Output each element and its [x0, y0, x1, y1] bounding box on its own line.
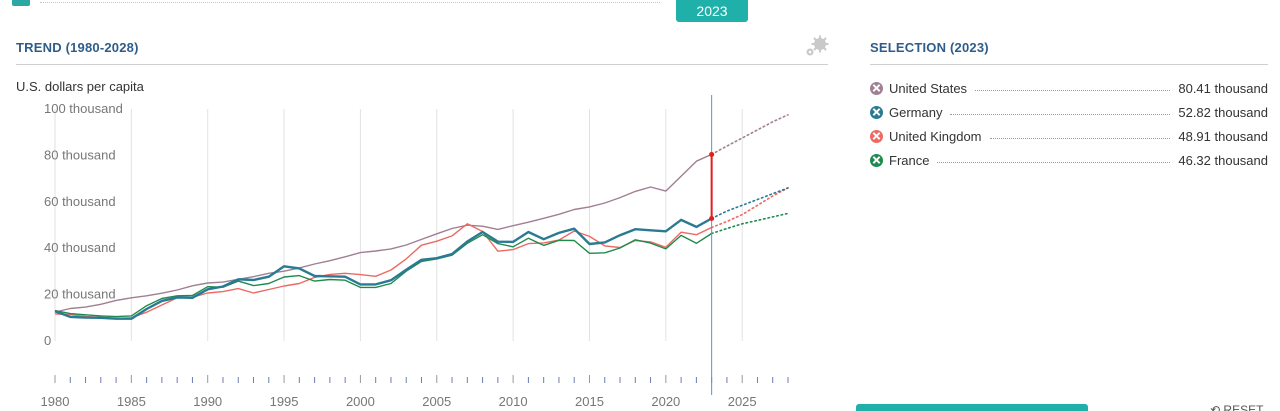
trend-panel-title: TREND (1980-2028) — [16, 40, 139, 55]
series-projection-france — [710, 212, 789, 235]
x-circle-icon[interactable] — [870, 153, 883, 167]
x-tick-label: 1985 — [117, 394, 146, 409]
y-tick-label: 80 thousand — [44, 147, 116, 162]
gear-icon[interactable] — [804, 34, 830, 60]
selection-range-top — [709, 151, 715, 157]
y-tick-label: 20 thousand — [44, 287, 116, 302]
legend-value: 46.32 thousand — [1178, 152, 1268, 168]
reset-label: RESET — [1223, 403, 1264, 411]
x-tick-label: 2000 — [346, 394, 375, 409]
x-tick-label: 2005 — [422, 394, 451, 409]
series-projection-germany — [710, 187, 789, 220]
x-tick-label: 1980 — [41, 394, 70, 409]
y-tick-label: 100 thousand — [44, 101, 123, 116]
selected-year-badge[interactable]: 2023 — [676, 0, 748, 22]
legend-row-france[interactable]: France 46.32 thousand — [870, 150, 1268, 170]
checkbox-icon[interactable] — [12, 0, 30, 6]
selection-range-bottom — [709, 215, 715, 221]
legend-country-name: United Kingdom — [889, 128, 982, 144]
legend-leader-dots — [989, 137, 1171, 139]
bottom-action-button[interactable] — [856, 404, 1088, 411]
reset-button[interactable]: ⟲ RESET — [1210, 403, 1263, 411]
trend-chart[interactable]: 0 20 thousand 40 thousand 60 thousand 80 tho… — [0, 95, 840, 411]
legend-leader-dots — [975, 89, 1171, 91]
legend-country-name: Germany — [889, 104, 943, 120]
legend-value: 48.91 thousand — [1178, 128, 1268, 144]
series-projection-united-kingdom — [710, 187, 789, 229]
y-tick-label: 0 — [44, 333, 51, 348]
series-line-germany[interactable] — [54, 217, 713, 320]
x-circle-icon[interactable] — [870, 129, 883, 143]
top-toolbar-strip — [0, 0, 860, 8]
legend-value: 80.41 thousand — [1178, 80, 1268, 96]
series-projection-united-states — [710, 113, 789, 156]
x-tick-label: 1995 — [270, 394, 299, 409]
series-line-united-kingdom[interactable] — [54, 223, 712, 320]
legend-leader-dots — [937, 161, 1171, 163]
trend-panel-divider — [16, 64, 828, 65]
x-tick-label: 1990 — [193, 394, 222, 409]
x-tick-label: 2015 — [575, 394, 604, 409]
legend-row-united-states[interactable]: United States 80.41 thousand — [870, 78, 1268, 98]
top-dotted-divider — [40, 0, 660, 3]
x-tick-label: 2025 — [728, 394, 757, 409]
legend-leader-dots — [950, 113, 1171, 115]
x-circle-icon[interactable] — [870, 105, 883, 119]
series-line-united-states[interactable] — [54, 153, 712, 313]
legend-value: 52.82 thousand — [1178, 104, 1268, 120]
reset-icon: ⟲ — [1210, 403, 1221, 411]
y-axis-unit-label: U.S. dollars per capita — [16, 79, 144, 94]
legend-row-united-kingdom[interactable]: United Kingdom 48.91 thousand — [870, 126, 1268, 146]
selection-panel-divider — [870, 64, 1268, 65]
x-circle-icon[interactable] — [870, 81, 883, 95]
y-tick-label: 40 thousand — [44, 240, 116, 255]
legend-row-germany[interactable]: Germany 52.82 thousand — [870, 102, 1268, 122]
legend-country-name: France — [889, 152, 930, 168]
y-tick-label: 60 thousand — [44, 194, 116, 209]
x-tick-label: 2020 — [651, 394, 680, 409]
series-line-france[interactable] — [54, 232, 712, 318]
legend-country-name: United States — [889, 80, 968, 96]
selection-panel-title: SELECTION (2023) — [870, 40, 989, 55]
x-tick-label: 2010 — [499, 394, 528, 409]
